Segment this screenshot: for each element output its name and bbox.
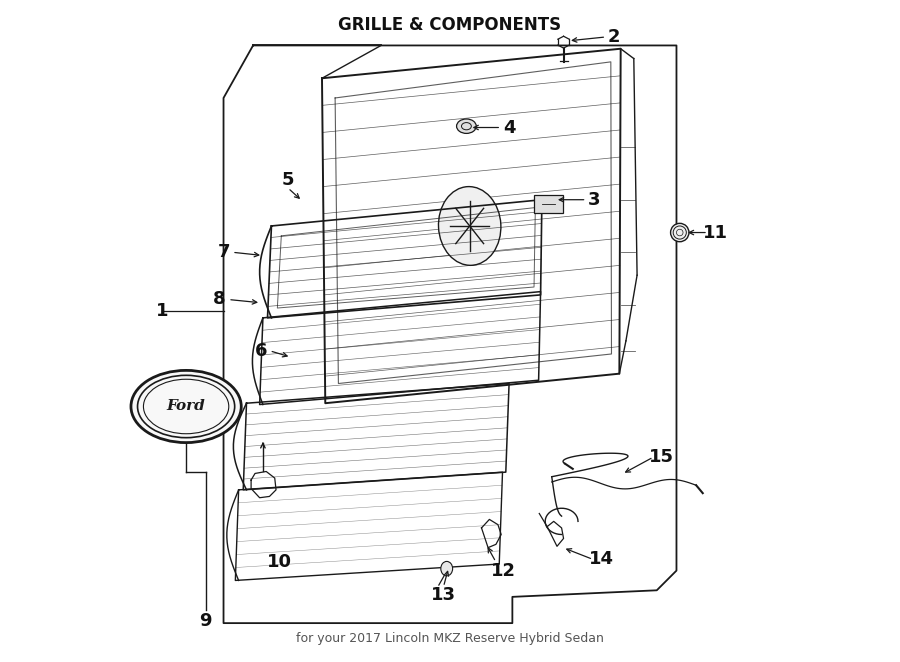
Text: 11: 11 — [704, 224, 728, 242]
Text: for your 2017 Lincoln MKZ Reserve Hybrid Sedan: for your 2017 Lincoln MKZ Reserve Hybrid… — [296, 632, 604, 645]
Text: 5: 5 — [282, 171, 294, 189]
Ellipse shape — [670, 223, 688, 242]
Text: Ford: Ford — [166, 399, 205, 414]
Text: 14: 14 — [589, 550, 614, 569]
Text: 7: 7 — [217, 243, 230, 261]
Ellipse shape — [438, 187, 501, 265]
Ellipse shape — [441, 561, 453, 576]
Bar — [534, 195, 562, 214]
Text: 2: 2 — [608, 28, 620, 46]
Text: 12: 12 — [491, 561, 517, 580]
Text: 8: 8 — [212, 291, 225, 308]
Ellipse shape — [131, 370, 241, 443]
Text: 4: 4 — [503, 118, 516, 136]
Text: GRILLE & COMPONENTS: GRILLE & COMPONENTS — [338, 16, 562, 34]
Text: 13: 13 — [431, 586, 456, 604]
Text: 1: 1 — [157, 303, 168, 320]
Ellipse shape — [456, 119, 476, 134]
Text: 15: 15 — [649, 448, 674, 466]
Text: 6: 6 — [256, 342, 268, 359]
Text: 10: 10 — [266, 553, 292, 571]
Text: 9: 9 — [200, 612, 212, 630]
Text: 3: 3 — [589, 191, 600, 209]
